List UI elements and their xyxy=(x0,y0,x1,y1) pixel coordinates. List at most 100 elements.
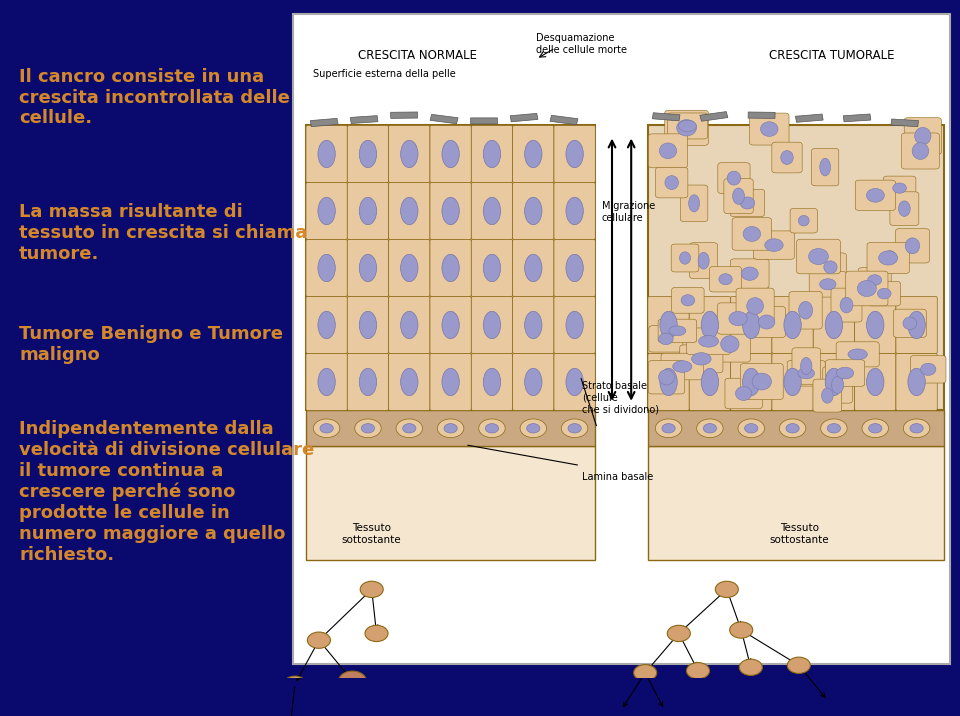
Circle shape xyxy=(527,424,540,433)
Ellipse shape xyxy=(798,368,814,379)
Ellipse shape xyxy=(442,140,459,168)
Text: Strato basale
(cellule
che si dividono): Strato basale (cellule che si dividono) xyxy=(582,381,660,415)
FancyBboxPatch shape xyxy=(513,296,554,354)
Ellipse shape xyxy=(359,311,376,339)
Ellipse shape xyxy=(318,254,335,281)
Text: Indipendentemente dalla
velocità di divisione cellulare
il tumore continua a
cre: Indipendentemente dalla velocità di divi… xyxy=(19,420,315,563)
Ellipse shape xyxy=(660,143,677,159)
Bar xyxy=(470,118,497,124)
Bar xyxy=(430,115,458,124)
Ellipse shape xyxy=(681,295,695,306)
FancyBboxPatch shape xyxy=(813,296,854,354)
FancyBboxPatch shape xyxy=(430,239,471,296)
Ellipse shape xyxy=(908,311,925,339)
Circle shape xyxy=(662,424,675,433)
FancyBboxPatch shape xyxy=(389,296,430,354)
FancyBboxPatch shape xyxy=(648,410,944,446)
Ellipse shape xyxy=(566,368,584,396)
Text: Tessuto
sottostante: Tessuto sottostante xyxy=(769,523,829,545)
FancyBboxPatch shape xyxy=(513,239,554,296)
Ellipse shape xyxy=(483,198,500,225)
FancyBboxPatch shape xyxy=(772,142,803,173)
FancyBboxPatch shape xyxy=(471,239,513,296)
FancyBboxPatch shape xyxy=(883,176,916,200)
Circle shape xyxy=(686,662,709,679)
Ellipse shape xyxy=(735,387,752,400)
Ellipse shape xyxy=(780,150,793,165)
FancyBboxPatch shape xyxy=(513,125,554,183)
Ellipse shape xyxy=(524,140,542,168)
FancyBboxPatch shape xyxy=(671,244,699,272)
Circle shape xyxy=(320,424,333,433)
Ellipse shape xyxy=(893,183,906,193)
Ellipse shape xyxy=(848,349,868,359)
FancyBboxPatch shape xyxy=(471,125,513,183)
FancyBboxPatch shape xyxy=(348,354,389,410)
FancyBboxPatch shape xyxy=(811,148,839,186)
Ellipse shape xyxy=(758,315,775,329)
Circle shape xyxy=(786,424,799,433)
Ellipse shape xyxy=(799,301,812,319)
FancyBboxPatch shape xyxy=(306,239,348,296)
FancyBboxPatch shape xyxy=(809,271,847,297)
Ellipse shape xyxy=(836,367,853,379)
Ellipse shape xyxy=(442,198,459,225)
Circle shape xyxy=(821,419,847,437)
FancyBboxPatch shape xyxy=(792,348,821,384)
FancyBboxPatch shape xyxy=(731,354,772,410)
FancyBboxPatch shape xyxy=(826,359,865,387)
Bar xyxy=(843,114,871,122)
Text: CRESCITA NORMALE: CRESCITA NORMALE xyxy=(358,49,477,62)
Bar xyxy=(700,112,728,121)
FancyBboxPatch shape xyxy=(430,296,471,354)
Ellipse shape xyxy=(524,254,542,281)
Circle shape xyxy=(787,657,810,674)
Ellipse shape xyxy=(566,311,584,339)
FancyBboxPatch shape xyxy=(554,183,595,239)
Bar xyxy=(550,115,578,125)
Ellipse shape xyxy=(743,226,760,241)
FancyBboxPatch shape xyxy=(750,113,789,145)
Circle shape xyxy=(444,424,457,433)
Ellipse shape xyxy=(743,311,760,339)
Ellipse shape xyxy=(442,254,459,281)
Ellipse shape xyxy=(400,254,418,281)
Ellipse shape xyxy=(524,311,542,339)
FancyBboxPatch shape xyxy=(890,192,919,226)
Ellipse shape xyxy=(747,298,763,314)
FancyBboxPatch shape xyxy=(855,180,896,211)
Ellipse shape xyxy=(483,254,500,281)
Circle shape xyxy=(697,419,723,437)
Ellipse shape xyxy=(524,368,542,396)
Circle shape xyxy=(396,419,422,437)
FancyBboxPatch shape xyxy=(787,360,826,386)
Circle shape xyxy=(438,419,464,437)
Ellipse shape xyxy=(318,140,335,168)
Circle shape xyxy=(307,632,330,648)
FancyBboxPatch shape xyxy=(731,259,769,289)
Ellipse shape xyxy=(442,368,459,396)
Circle shape xyxy=(739,659,762,675)
Ellipse shape xyxy=(699,335,718,347)
Circle shape xyxy=(313,419,340,437)
FancyBboxPatch shape xyxy=(731,189,764,217)
Ellipse shape xyxy=(740,197,755,209)
Ellipse shape xyxy=(765,238,783,251)
FancyBboxPatch shape xyxy=(554,354,595,410)
Ellipse shape xyxy=(318,368,335,396)
FancyBboxPatch shape xyxy=(748,306,785,337)
Bar xyxy=(310,118,338,127)
Circle shape xyxy=(869,424,882,433)
Ellipse shape xyxy=(483,140,500,168)
FancyBboxPatch shape xyxy=(896,296,937,354)
Ellipse shape xyxy=(903,317,917,329)
FancyBboxPatch shape xyxy=(867,243,909,274)
Ellipse shape xyxy=(878,251,898,265)
Text: La massa risultante di
tessuto in crescita si chiama
tumore.: La massa risultante di tessuto in cresci… xyxy=(19,203,307,263)
FancyBboxPatch shape xyxy=(348,125,389,183)
FancyBboxPatch shape xyxy=(554,125,595,183)
Ellipse shape xyxy=(729,311,747,326)
Circle shape xyxy=(656,419,682,437)
Circle shape xyxy=(610,702,633,716)
Ellipse shape xyxy=(359,198,376,225)
